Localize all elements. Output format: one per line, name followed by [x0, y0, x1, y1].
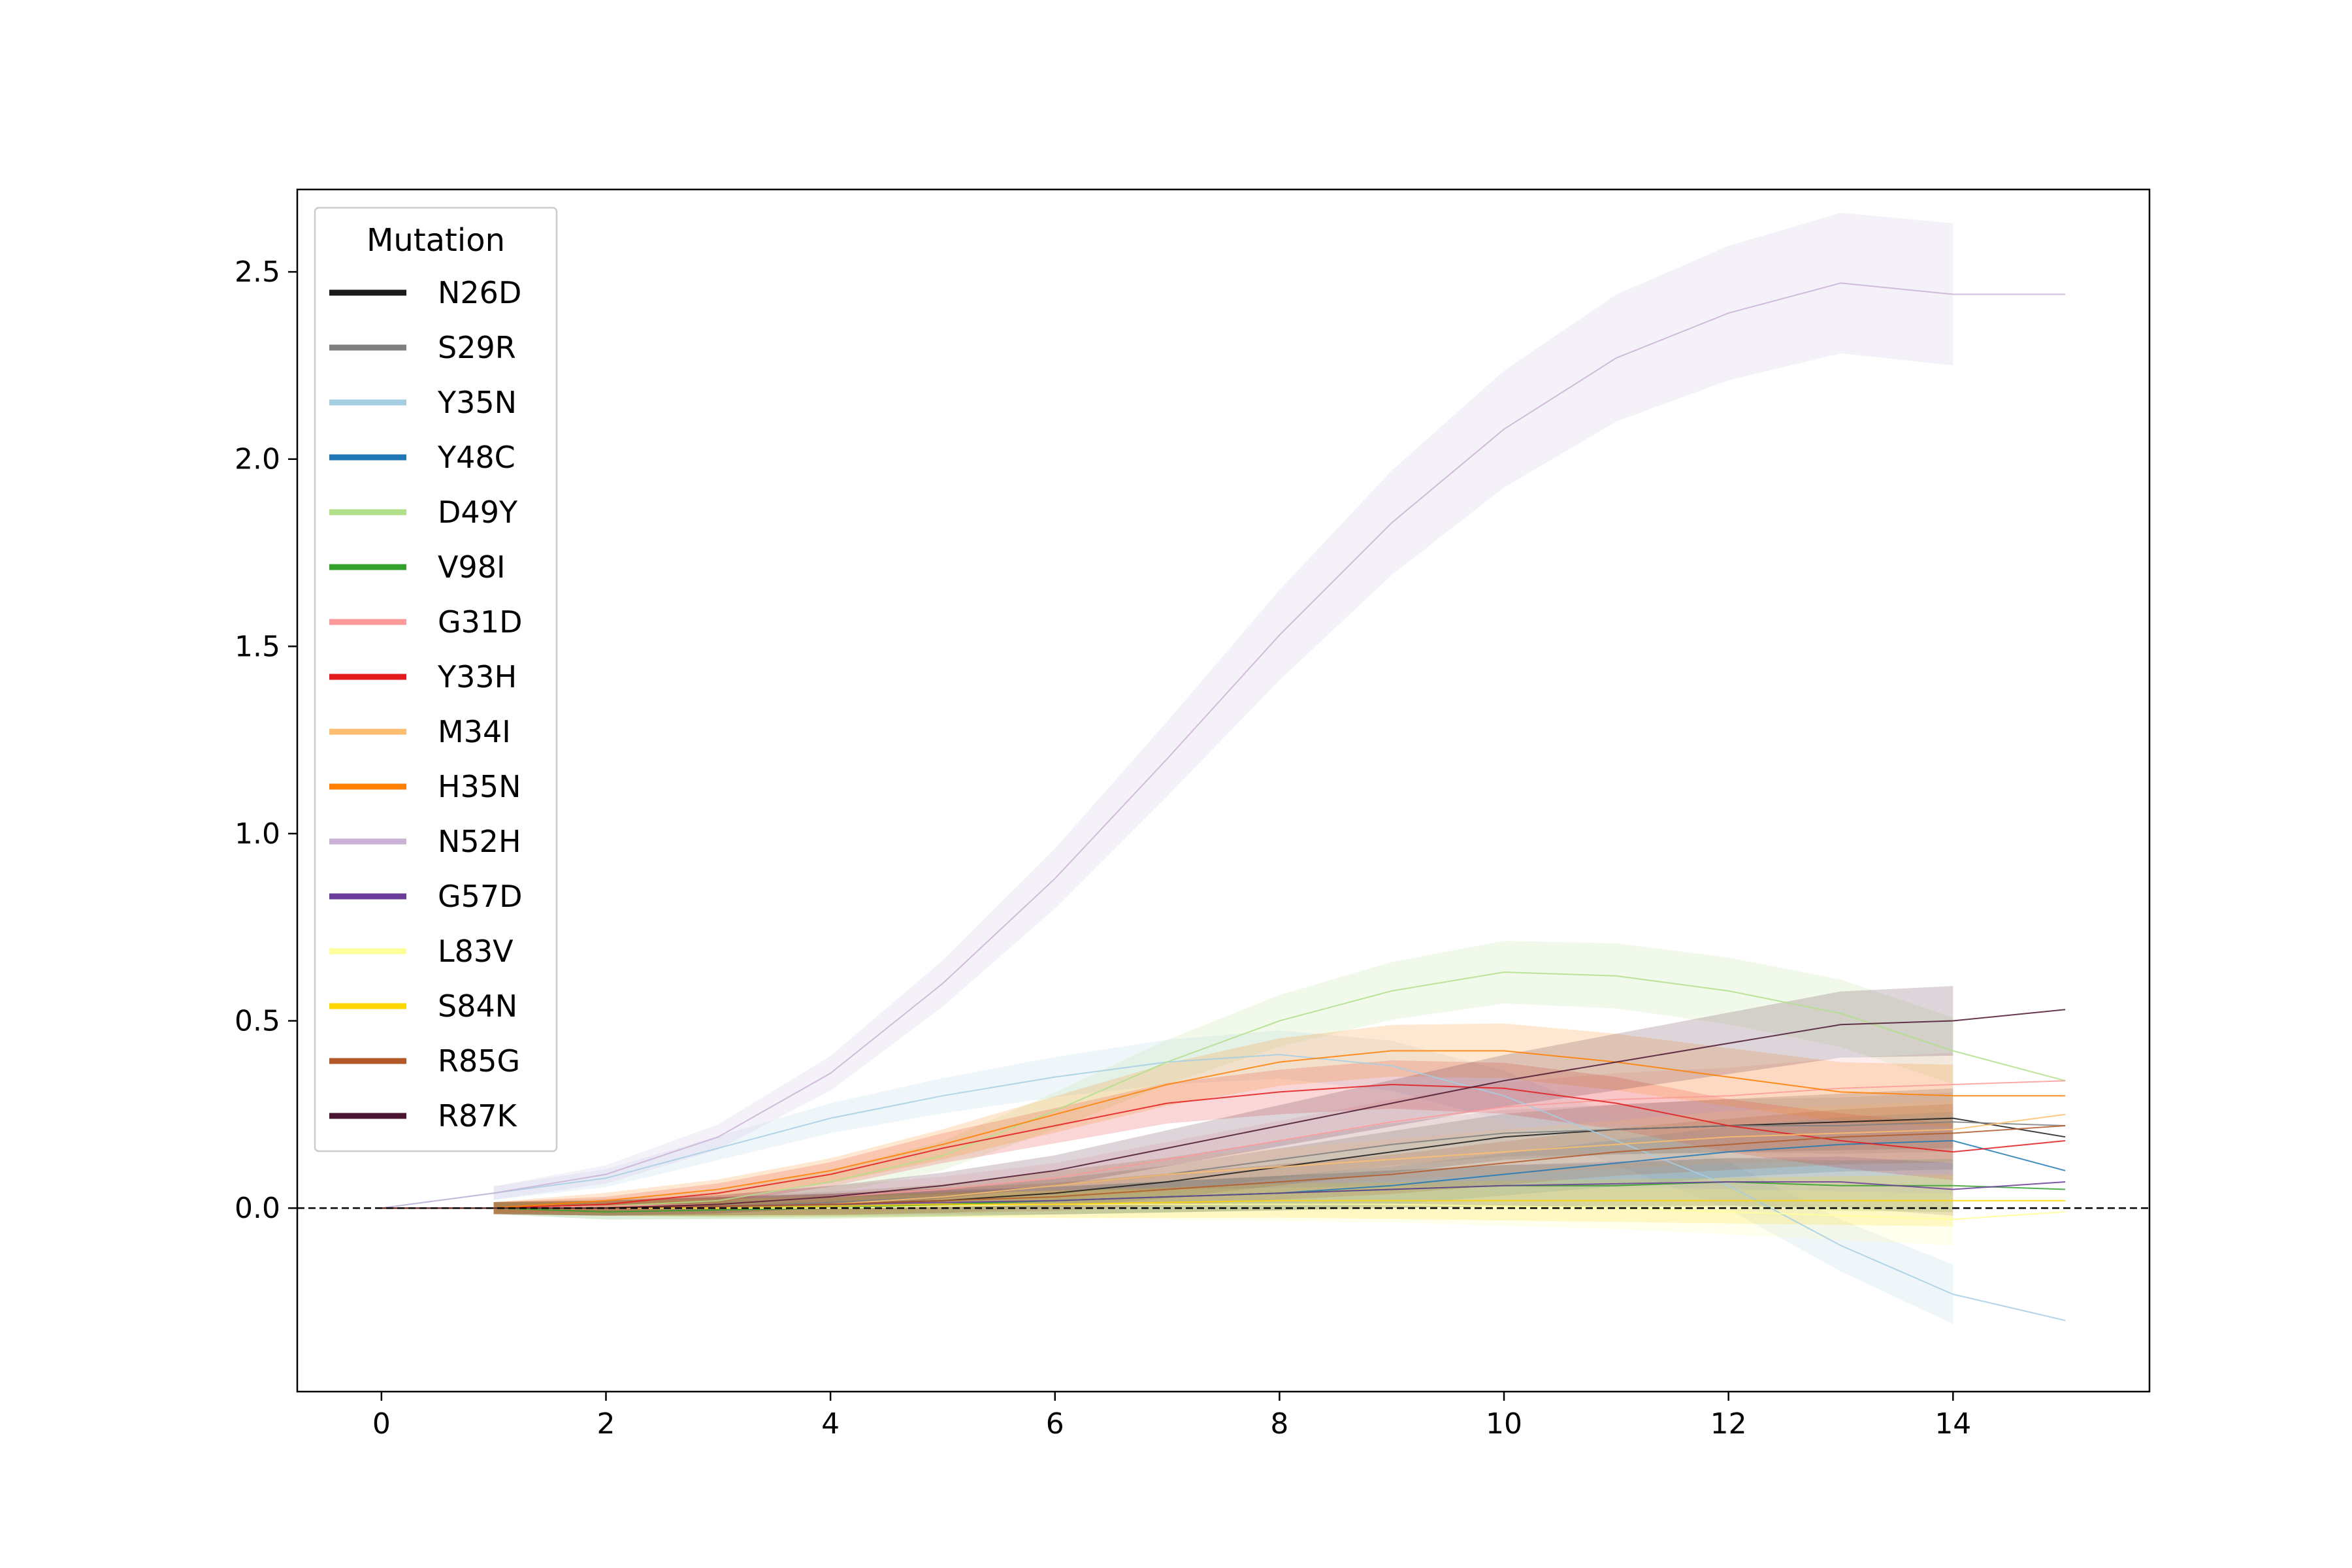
legend-item-g57d: G57D [329, 879, 523, 914]
band-n26d [493, 1088, 1953, 1216]
x-tick-label-14: 14 [1935, 1407, 1971, 1441]
legend-items: N26D S29R Y35N Y48C D49Y V98I G31D Y33H M34I H35N… [329, 275, 523, 1134]
legend-label-g57d: G57D [438, 879, 523, 914]
series-line-h35n [381, 1050, 2066, 1209]
legend-item-h35n: H35N [329, 769, 521, 804]
legend-box [314, 206, 558, 1152]
x-tick-label-0: 0 [372, 1407, 391, 1441]
legend-label-r87k: R87K [438, 1098, 517, 1134]
legend-label-h35n: H35N [438, 769, 521, 804]
legend-item-d49y: D49Y [329, 495, 518, 530]
band-g31d [493, 1053, 1953, 1215]
band-s29r [493, 1092, 1953, 1216]
legend-item-v98i: V98I [329, 549, 506, 585]
plot-frame [296, 188, 2151, 1393]
series-line-n52h [381, 282, 2066, 1209]
series-line-r87k [381, 1009, 2066, 1209]
legend-label-n26d: N26D [438, 275, 521, 310]
y-tick-label-0-5: 0.5 [235, 1005, 280, 1038]
y-tick-label-2-5: 2.5 [235, 255, 280, 289]
legend-label-v98i: V98I [438, 549, 506, 585]
legend-title: Mutation [367, 222, 505, 259]
y-tick-label-0: 0.0 [235, 1192, 280, 1225]
legend-label-r85g: R85G [438, 1043, 520, 1079]
legend-label-n52h: N52H [438, 824, 521, 859]
x-tick-label-8: 8 [1270, 1407, 1288, 1441]
legend-item-s84n: S84N [329, 988, 517, 1024]
legend-item-y33h: Y33H [329, 659, 517, 694]
x-tick-label-4: 4 [821, 1407, 840, 1441]
x-tick-label-12: 12 [1710, 1407, 1747, 1441]
x-tick-label-2: 2 [597, 1407, 615, 1441]
legend-label-y35n: Y35N [437, 385, 517, 420]
y-tick-label-1-5: 1.5 [235, 630, 280, 663]
band-s84n [493, 1175, 1953, 1227]
legend-label-d49y: D49Y [438, 495, 518, 530]
x-axis: 0 2 4 6 8 10 12 14 [372, 1392, 1971, 1441]
x-tick-label-10: 10 [1486, 1407, 1522, 1441]
series-line-r85g [381, 1125, 2066, 1209]
series-line-d49y [381, 971, 2066, 1209]
series-line-y35n [381, 1054, 2066, 1322]
legend-label-y33h: Y33H [437, 659, 517, 694]
legend-item-l83v: L83V [329, 934, 514, 969]
legend-item-y35n: Y35N [329, 385, 517, 420]
y-tick-label-2: 2.0 [235, 443, 280, 476]
series-lines [381, 282, 2066, 1322]
legend-item-y48c: Y48C [329, 440, 515, 475]
legend-label-s84n: S84N [438, 988, 517, 1024]
band-y35n [493, 1030, 1953, 1324]
y-tick-label-1: 1.0 [235, 817, 280, 851]
legend-label-l83v: L83V [438, 934, 514, 969]
x-tick-label-6: 6 [1046, 1407, 1064, 1441]
legend-label-m34i: M34I [438, 714, 511, 749]
legend-item-n26d: N26D [329, 275, 521, 310]
legend-item-r85g: R85G [329, 1043, 520, 1079]
band-n52h [493, 212, 1953, 1200]
legend: Mutation N26D S29R Y35N Y48C D49Y V98I G31D Y33… [314, 206, 558, 1152]
legend-label-y48c: Y48C [437, 440, 515, 475]
y-axis: 0.0 0.5 1.0 1.5 2.0 2.5 [235, 255, 297, 1225]
series-line-s84n [381, 1200, 2066, 1209]
legend-item-n52h: N52H [329, 824, 521, 859]
series-line-g31d [381, 1080, 2066, 1209]
legend-item-s29r: S29R [329, 330, 516, 365]
band-r87k [493, 986, 1953, 1216]
legend-item-g31d: G31D [329, 604, 523, 640]
band-h35n [493, 1023, 1953, 1215]
legend-label-s29r: S29R [438, 330, 516, 365]
legend-item-m34i: M34I [329, 714, 511, 749]
legend-item-r87k: R87K [329, 1098, 517, 1134]
legend-label-g31d: G31D [438, 604, 523, 640]
series-line-y33h [381, 1083, 2066, 1209]
